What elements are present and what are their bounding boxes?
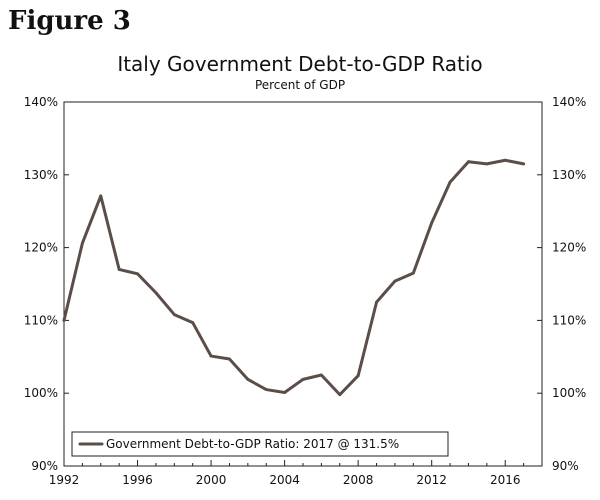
left-y-tick-label: 110% — [24, 313, 58, 327]
left-y-tick-label: 130% — [24, 168, 58, 182]
x-axis: 1992 1996 2000 2004 2008 2012 2016 — [49, 460, 543, 487]
data-point — [62, 319, 66, 322]
data-point — [319, 373, 323, 377]
right-y-tick-label: 130% — [552, 168, 586, 182]
x-tick-label: 2012 — [416, 473, 447, 487]
data-point — [228, 357, 231, 361]
legend: Government Debt-to-GDP Ratio: 2017 @ 131… — [71, 431, 449, 457]
right-y-tick-label: 100% — [552, 386, 586, 400]
figure-label: Figure 3 — [8, 6, 131, 36]
data-point — [301, 377, 305, 381]
data-point — [430, 221, 434, 225]
left-y-tick-label: 140% — [24, 95, 58, 109]
data-point — [411, 271, 415, 275]
data-point — [191, 321, 195, 324]
right-y-axis: 90% 100% 110% 120% 130% 140% — [537, 95, 586, 473]
x-tick-label: 1992 — [49, 473, 80, 487]
data-point — [467, 160, 470, 164]
x-tick-label: 2008 — [343, 473, 374, 487]
left-y-tick-label: 100% — [24, 386, 58, 400]
data-point — [338, 393, 342, 397]
data-point — [154, 291, 158, 295]
data-point — [356, 374, 360, 378]
legend-label: Government Debt-to-GDP Ratio: 2017 @ 131… — [106, 437, 399, 451]
data-point — [503, 158, 507, 162]
data-point — [264, 388, 268, 391]
x-tick-label: 2016 — [490, 473, 521, 487]
data-point — [117, 268, 121, 271]
data-point — [375, 300, 378, 304]
series-points — [62, 158, 526, 397]
data-point — [136, 272, 139, 276]
left-y-tick-label: 120% — [24, 241, 58, 255]
data-point — [522, 162, 526, 166]
data-point — [209, 354, 213, 358]
left-y-tick-label: 90% — [31, 459, 58, 473]
data-point — [393, 279, 397, 283]
data-point — [80, 241, 84, 245]
legend-box — [71, 431, 449, 457]
data-point — [485, 162, 489, 166]
data-point — [246, 377, 250, 381]
right-y-tick-label: 110% — [552, 313, 586, 327]
plot-frame — [63, 101, 543, 467]
chart-subtitle: Percent of GDP — [254, 78, 346, 92]
chart-title: Italy Government Debt-to-GDP Ratio — [117, 52, 483, 76]
data-point — [99, 194, 103, 198]
x-tick-label: 2000 — [196, 473, 227, 487]
x-tick-label: 2004 — [269, 473, 300, 487]
series-line — [62, 158, 526, 397]
data-point — [172, 313, 176, 316]
data-point — [283, 391, 287, 394]
right-y-tick-label: 120% — [552, 241, 586, 255]
right-y-tick-label: 90% — [552, 459, 579, 473]
right-y-tick-label: 140% — [552, 95, 586, 109]
x-tick-label: 1996 — [122, 473, 153, 487]
data-point — [448, 180, 452, 184]
left-y-axis: 90% 100% 110% 120% 130% 140% — [24, 95, 69, 473]
